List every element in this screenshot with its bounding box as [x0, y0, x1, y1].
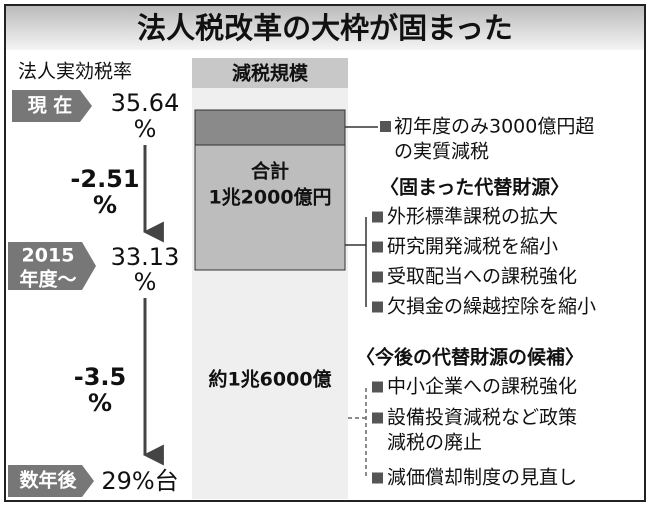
- stage-label: 2015: [22, 245, 75, 267]
- total-label: 合計: [251, 160, 289, 183]
- rate: 33.13: [111, 243, 180, 271]
- stage-label: 年度～: [19, 268, 76, 291]
- bullet: [372, 412, 383, 424]
- cut-heading: 減税規模: [232, 62, 309, 85]
- change-unit: %: [88, 389, 112, 417]
- rate-heading: 法人実効税率: [18, 61, 132, 83]
- bullet: [372, 472, 383, 484]
- note: の実質減税: [394, 141, 489, 163]
- total-value: 1兆2000億円: [208, 186, 331, 209]
- note: 初年度のみ3000億円超: [394, 116, 594, 138]
- rate: 35.64: [111, 89, 180, 117]
- item: 受取配当への課税強化: [387, 266, 577, 288]
- change-unit: %: [93, 191, 117, 219]
- item: 外形標準課税の拡大: [387, 206, 558, 228]
- bullet: [380, 121, 391, 132]
- connector: [348, 388, 367, 478]
- bullet: [372, 271, 383, 283]
- rate-unit: %: [134, 268, 157, 296]
- item: 設備投資減税など政策: [387, 407, 577, 429]
- title-band: [6, 6, 644, 50]
- item: 中小企業への課税強化: [387, 376, 577, 398]
- heading-bg: [192, 58, 348, 88]
- badge: [8, 242, 96, 290]
- bullet: [372, 381, 383, 393]
- future-value: 約1兆6000億: [208, 368, 331, 391]
- first-year-block: [194, 109, 346, 146]
- rate-unit: %: [134, 115, 157, 143]
- item: 欠損金の繰越控除を縮小: [387, 296, 596, 318]
- change: -2.51: [70, 165, 139, 193]
- item: 減価償却制度の見直し: [387, 467, 577, 489]
- title: 法人税改革の大枠が固まった: [137, 11, 513, 45]
- bullet: [372, 211, 383, 223]
- connector: [345, 217, 367, 307]
- badge: [12, 90, 92, 122]
- item: 減税の廃止: [387, 432, 482, 454]
- bullet: [372, 301, 383, 313]
- section-heading: 〈今後の代替財源の候補〉: [356, 346, 584, 369]
- section-heading: 〈固まった代替財源〉: [380, 176, 569, 199]
- change: -3.5: [74, 363, 126, 391]
- item: 研究開発減税を縮小: [387, 236, 558, 258]
- rate: 29%台: [101, 467, 178, 495]
- badge: [8, 465, 94, 497]
- stage-label: 現 在: [28, 94, 73, 117]
- total-block: [194, 144, 346, 271]
- stage-label: 数年後: [19, 469, 77, 492]
- bullet: [372, 241, 383, 253]
